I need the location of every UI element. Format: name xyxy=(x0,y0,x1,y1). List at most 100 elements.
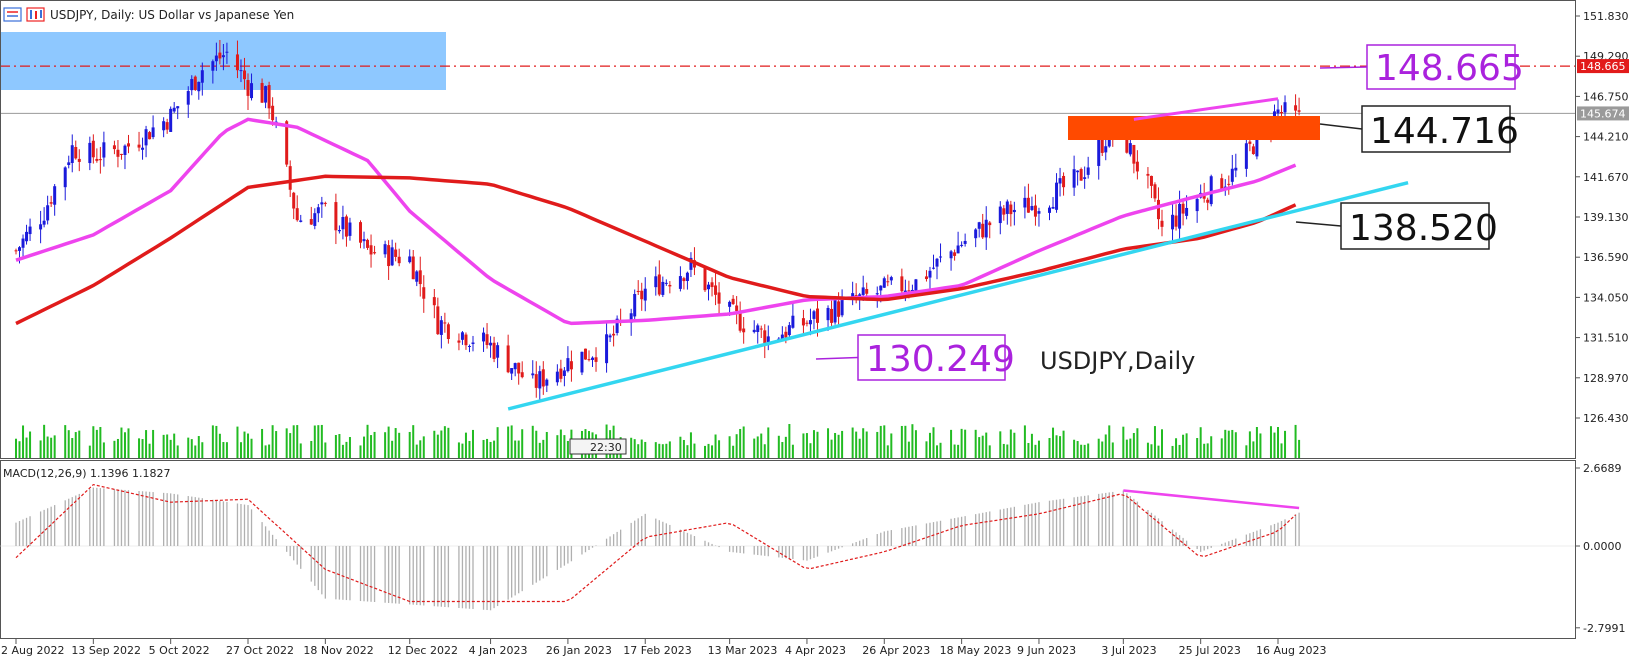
candle-bull[interactable] xyxy=(826,307,830,321)
candle-bear[interactable] xyxy=(1153,184,1157,199)
candle-bear[interactable] xyxy=(485,334,489,345)
candle-bull[interactable] xyxy=(808,320,812,325)
candle-bear[interactable] xyxy=(116,149,120,157)
candle-bull[interactable] xyxy=(70,145,74,163)
candle-bear[interactable] xyxy=(323,202,327,204)
candle-bear[interactable] xyxy=(731,298,735,305)
candle-bear[interactable] xyxy=(742,328,746,333)
candle-bull[interactable] xyxy=(538,371,542,389)
candle-bear[interactable] xyxy=(1132,144,1136,164)
candle-bear[interactable] xyxy=(801,318,805,326)
candle-bear[interactable] xyxy=(1062,175,1066,188)
candle-bear[interactable] xyxy=(148,132,152,140)
candle-bear[interactable] xyxy=(1135,161,1139,172)
candle-bull[interactable] xyxy=(1072,169,1076,188)
candle-bear[interactable] xyxy=(288,166,292,190)
candle-bull[interactable] xyxy=(956,245,960,254)
candle-bear[interactable] xyxy=(373,252,377,254)
candle-bear[interactable] xyxy=(267,85,271,109)
candle-bull[interactable] xyxy=(654,276,658,288)
macd-divergence-line[interactable] xyxy=(1123,489,1300,510)
candle-bear[interactable] xyxy=(612,333,616,336)
candle-bull[interactable] xyxy=(471,342,475,344)
candle-bear[interactable] xyxy=(193,76,197,90)
candle-bull[interactable] xyxy=(580,351,584,373)
candle-bear[interactable] xyxy=(1002,208,1006,215)
candle-bear[interactable] xyxy=(1009,204,1013,215)
candle-bull[interactable] xyxy=(390,247,394,266)
candle-bear[interactable] xyxy=(506,345,510,373)
candle-bear[interactable] xyxy=(1156,199,1160,220)
candle-bear[interactable] xyxy=(657,274,661,295)
candle-bear[interactable] xyxy=(369,245,373,255)
candle-bull[interactable] xyxy=(879,285,883,291)
candle-bear[interactable] xyxy=(285,121,289,165)
candle-bull[interactable] xyxy=(1083,177,1087,179)
candle-bear[interactable] xyxy=(492,342,496,359)
moving-average-fast-line[interactable] xyxy=(15,117,1297,326)
candle-bear[interactable] xyxy=(710,282,714,288)
candle-bull[interactable] xyxy=(629,313,633,323)
candle-bull[interactable] xyxy=(337,230,341,232)
candle-bull[interactable] xyxy=(685,272,689,282)
candle-bull[interactable] xyxy=(513,363,517,370)
time-marker[interactable]: 22:30 xyxy=(569,438,627,455)
candle-bear[interactable] xyxy=(1174,215,1178,227)
candle-bear[interactable] xyxy=(344,216,348,237)
candle-bear[interactable] xyxy=(1202,194,1206,199)
candle-bear[interactable] xyxy=(830,308,834,323)
candle-bull[interactable] xyxy=(545,379,549,386)
candle-bear[interactable] xyxy=(1149,175,1153,186)
candle-bear[interactable] xyxy=(1297,110,1301,112)
moving-average-slow-line[interactable] xyxy=(15,174,1297,326)
candle-bull[interactable] xyxy=(974,229,978,239)
candle-bull[interactable] xyxy=(264,86,268,103)
candle-bear[interactable] xyxy=(457,340,461,343)
candle-bear[interactable] xyxy=(587,359,591,361)
candle-bull[interactable] xyxy=(348,222,352,236)
candle-bear[interactable] xyxy=(900,276,904,292)
candle-bull[interactable] xyxy=(1012,209,1016,213)
candle-bull[interactable] xyxy=(460,332,464,340)
candle-bull[interactable] xyxy=(766,336,770,346)
candle-bull[interactable] xyxy=(1276,109,1280,114)
candle-bear[interactable] xyxy=(640,290,644,300)
candle-bear[interactable] xyxy=(126,143,130,147)
candle-bull[interactable] xyxy=(200,70,204,83)
annotation-callouts[interactable]: 148.665 144.716 138.520 130.249 xyxy=(815,44,1524,381)
candle-bull[interactable] xyxy=(1230,168,1234,182)
supply-zone[interactable] xyxy=(1068,116,1320,140)
candle-bull[interactable] xyxy=(791,315,795,328)
candle-bull[interactable] xyxy=(1097,140,1101,166)
candle-bull[interactable] xyxy=(562,370,566,376)
callout-box[interactable] xyxy=(857,334,1006,381)
candle-bull[interactable] xyxy=(144,129,148,146)
candle-bear[interactable] xyxy=(165,122,169,130)
candle-bear[interactable] xyxy=(541,369,545,387)
candle-bear[interactable] xyxy=(682,278,686,282)
candle-bull[interactable] xyxy=(960,244,964,246)
candle-bear[interactable] xyxy=(295,208,299,221)
candle-bear[interactable] xyxy=(292,192,296,209)
candle-bull[interactable] xyxy=(1055,182,1059,210)
candle-bull[interactable] xyxy=(1104,146,1108,153)
candle-bear[interactable] xyxy=(334,202,338,231)
candle-bear[interactable] xyxy=(436,306,440,335)
candle-bull[interactable] xyxy=(928,270,932,278)
candle-bull[interactable] xyxy=(313,213,317,226)
candle-bull[interactable] xyxy=(840,299,844,316)
candle-bull[interactable] xyxy=(1209,176,1213,205)
candle-bear[interactable] xyxy=(418,270,422,285)
candle-bear[interactable] xyxy=(784,331,788,338)
candle-bear[interactable] xyxy=(260,82,264,103)
candle-bear[interactable] xyxy=(735,305,739,312)
candle-bull[interactable] xyxy=(531,373,535,376)
candle-bear[interactable] xyxy=(907,290,911,292)
candle-bull[interactable] xyxy=(939,256,943,258)
candle-bull[interactable] xyxy=(190,79,194,91)
resistance-trendline[interactable] xyxy=(1133,97,1279,121)
candle-bear[interactable] xyxy=(271,105,275,121)
candle-bear[interactable] xyxy=(1280,111,1284,114)
candle-bull[interactable] xyxy=(186,91,190,105)
candle-bull[interactable] xyxy=(25,231,29,242)
